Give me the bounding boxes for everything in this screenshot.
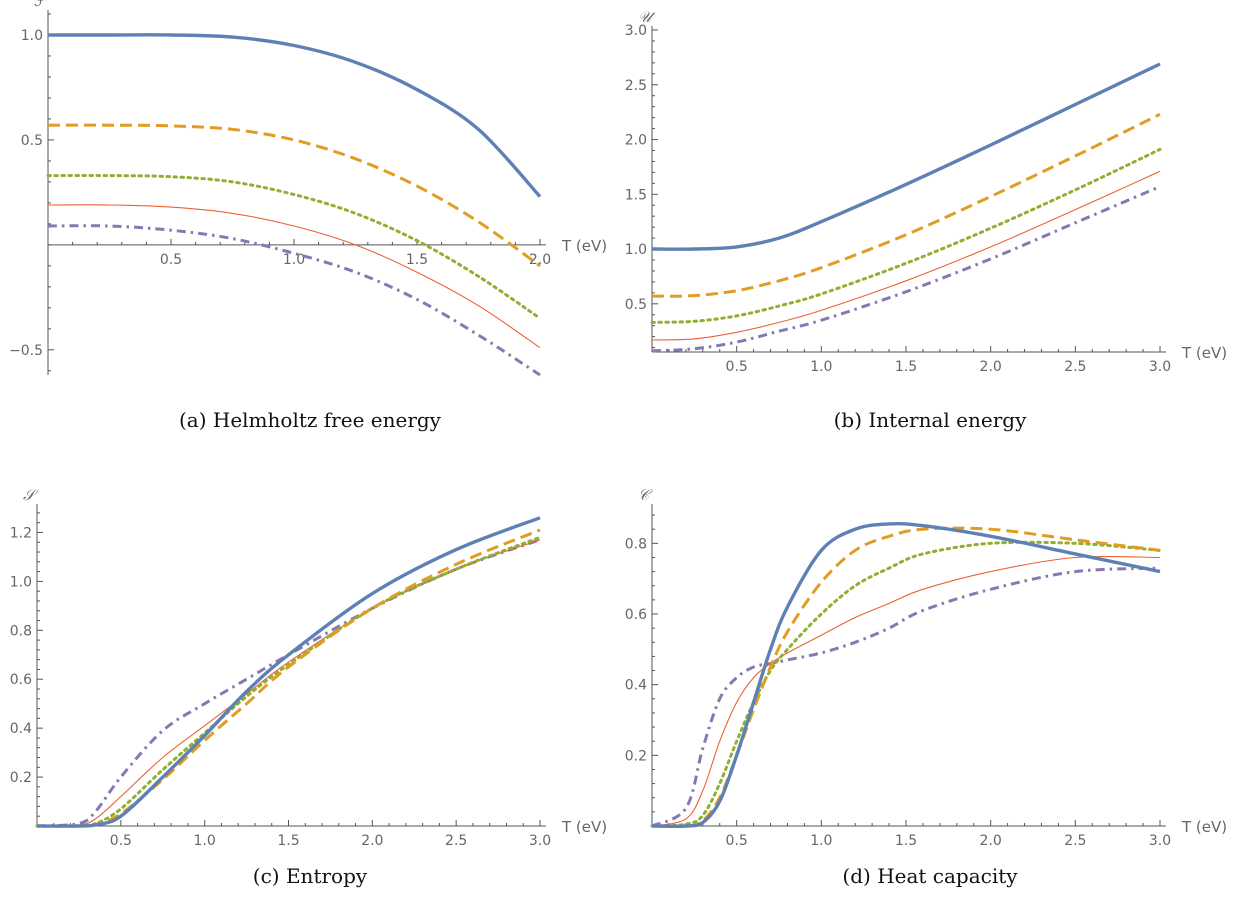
- entropy-chart: 0.5 1.0 1.5 2.0 2.5 3.0 0.2 0.4 0.6 0.8 1.0 1.2 𝒮 T (…: [10, 486, 607, 849]
- y-tick-label: 1.0: [10, 574, 32, 590]
- y-tick-label: 1.5: [625, 187, 647, 203]
- panel-b: 0.5 1.0 1.5 2.0 2.5 3.0 0.5 1.0 1.5 2.0 2.5 3.0 𝒰 T (…: [620, 0, 1240, 456]
- x-tick-label: 2.0: [980, 833, 1002, 849]
- series-line-1: [651, 62, 1161, 251]
- x-tick-label: 2.0: [361, 833, 383, 849]
- x-tick-label: 0.5: [110, 833, 132, 849]
- y-tick-label: 0.5: [625, 297, 647, 313]
- y-tick-label: 0.2: [10, 770, 32, 786]
- series-line-2: [47, 123, 541, 268]
- y-tick-label: 0.4: [625, 678, 647, 694]
- x-tick-label: 0.5: [160, 252, 182, 268]
- series-line-2: [651, 112, 1161, 298]
- panel-a: 0.5 1.0 1.5 2.0 −0.5 0.5 1.0 ℱ T (eV) (a) Helmho…: [0, 0, 620, 456]
- x-tick-label: 1.0: [810, 833, 832, 849]
- x-tick-label: 2.5: [1064, 359, 1086, 375]
- series-line-5: [651, 185, 1161, 353]
- panel-d: 0.5 1.0 1.5 2.0 2.5 3.0 0.2 0.4 0.6 0.8 𝒞 T (eV) (d…: [620, 456, 1240, 913]
- x-tick-label: 2.5: [445, 833, 467, 849]
- series-line-4: [651, 555, 1161, 827]
- y-axis-label: 𝒞: [638, 486, 653, 504]
- y-tick-label: 0.4: [10, 721, 32, 737]
- y-tick-label: 1.0: [21, 28, 43, 44]
- x-tick-label: 2.0: [529, 252, 551, 268]
- caption-d: (d) Heat capacity: [842, 864, 1018, 888]
- x-axis-label: T (eV): [561, 237, 607, 255]
- series-line-5: [47, 224, 541, 377]
- y-tick-label: 0.8: [10, 623, 32, 639]
- x-tick-label: 2.0: [980, 359, 1002, 375]
- series-line-4: [47, 204, 541, 349]
- x-tick-label: 1.5: [277, 833, 299, 849]
- y-axis-label: 𝒰: [638, 8, 656, 26]
- caption-c: (c) Entropy: [252, 864, 368, 888]
- y-tick-label: 0.5: [21, 133, 43, 149]
- series-line-3: [46, 174, 542, 320]
- series-line-4: [651, 170, 1161, 341]
- y-tick-label: 2.5: [625, 78, 647, 94]
- panel-c: 0.5 1.0 1.5 2.0 2.5 3.0 0.2 0.4 0.6 0.8 1.0 1.2 𝒮 T (…: [0, 456, 620, 913]
- series-line-2: [651, 526, 1161, 828]
- series-line-4: [36, 539, 541, 827]
- x-tick-label: 0.5: [726, 359, 748, 375]
- x-tick-label: 1.0: [283, 252, 305, 268]
- y-axis-label: 𝒮: [23, 486, 39, 504]
- y-tick-label: 3.0: [625, 23, 647, 39]
- x-tick-label: 1.0: [194, 833, 216, 849]
- x-tick-label: 1.5: [895, 833, 917, 849]
- series-line-1: [651, 521, 1161, 828]
- series-line-3: [650, 540, 1162, 828]
- x-axis-label: T (eV): [1181, 344, 1227, 362]
- y-tick-label: 1.0: [625, 242, 647, 258]
- x-tick-label: 3.0: [529, 833, 551, 849]
- x-axis-label: T (eV): [1181, 818, 1227, 836]
- x-tick-label: 3.0: [1149, 833, 1171, 849]
- y-tick-label: 0.6: [625, 607, 647, 623]
- series-line-1: [36, 516, 541, 828]
- series-line-1: [48, 33, 542, 198]
- caption-b: (b) Internal energy: [833, 408, 1027, 432]
- x-tick-label: 3.0: [1149, 359, 1171, 375]
- x-tick-label: 1.5: [406, 252, 428, 268]
- internal-energy-chart: 0.5 1.0 1.5 2.0 2.5 3.00.51.01.52.02.53.0𝒰T (…: [625, 8, 1227, 375]
- y-tick-label: 1.2: [10, 525, 32, 541]
- y-tick-label: −0.5: [9, 343, 43, 359]
- y-tick-label: 0.2: [625, 748, 647, 764]
- y-tick-label: 2.0: [625, 133, 647, 149]
- y-axis-label: ℱ: [34, 0, 46, 10]
- series-line-3: [650, 147, 1162, 324]
- series-line-3: [35, 535, 542, 828]
- x-tick-label: 0.5: [726, 833, 748, 849]
- y-tick-label: 0.6: [10, 672, 32, 688]
- x-tick-label: 1.5: [895, 359, 917, 375]
- helmholtz-chart: 0.5 1.0 1.5 2.0 −0.5 0.5 1.0 ℱ T (eV): [9, 0, 607, 377]
- series-line-5: [651, 566, 1161, 828]
- x-axis-label: T (eV): [561, 818, 607, 836]
- heat-capacity-chart: 0.5 1.0 1.5 2.0 2.5 3.0 0.2 0.4 0.6 0.8 𝒞 T (eV): [625, 486, 1227, 849]
- caption-a: (a) Helmholtz free energy: [179, 408, 441, 432]
- series-line-5: [36, 538, 541, 828]
- x-tick-label: 2.5: [1064, 833, 1086, 849]
- x-tick-label: 1.0: [810, 359, 832, 375]
- y-tick-label: 0.8: [625, 536, 647, 552]
- series-line-2: [36, 528, 541, 828]
